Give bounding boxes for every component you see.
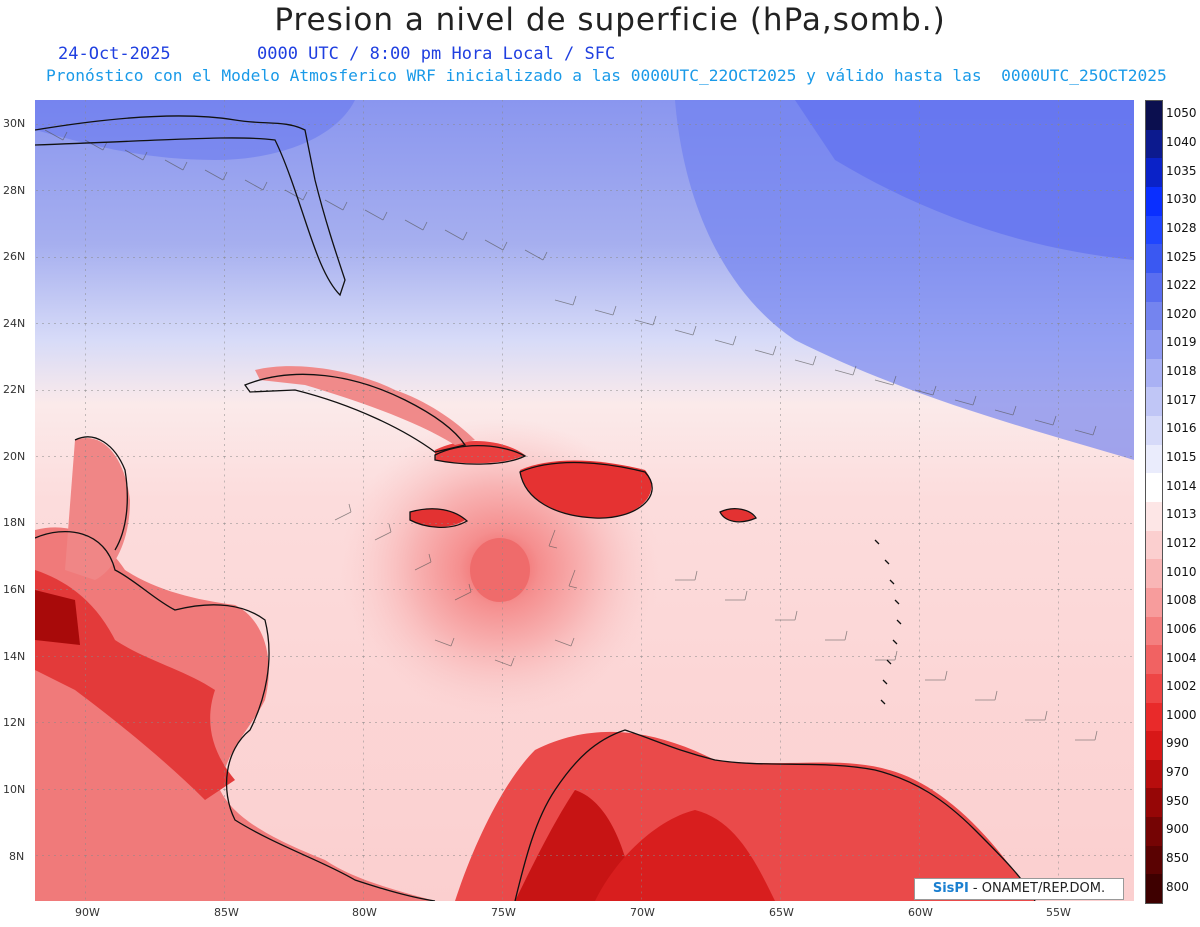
lon-label-55w: 55W — [1046, 906, 1071, 919]
lon-label-75w: 75W — [491, 906, 516, 919]
colorbar-swatch — [1146, 473, 1162, 503]
lat-label-20n: 20N — [3, 450, 26, 463]
lat-label-28n: 28N — [3, 184, 26, 197]
lon-label-60w: 60W — [908, 906, 933, 919]
colorbar-label: 1004 — [1166, 650, 1197, 665]
colorbar-label: 1010 — [1166, 564, 1197, 579]
colorbar-label: 1012 — [1166, 535, 1197, 550]
colorbar-label: 1013 — [1166, 507, 1197, 522]
colorbar-swatch — [1146, 272, 1162, 302]
forecast-time: 0000 UTC / 8:00 pm Hora Local / SFC — [257, 44, 616, 64]
colorbar-swatch — [1146, 244, 1162, 274]
lon-label-90w: 90W — [75, 906, 100, 919]
colorbar-label: 1025 — [1166, 249, 1197, 264]
forecast-date: 24-Oct-2025 — [58, 44, 171, 64]
credit-box: SisPI - ONAMET/REP.DOM. — [914, 878, 1124, 900]
colorbar-swatch — [1146, 358, 1162, 388]
colorbar-label: 1015 — [1166, 450, 1197, 465]
colorbar-swatch — [1146, 530, 1162, 560]
pressure-map — [35, 100, 1134, 901]
lat-label-24n: 24N — [3, 317, 26, 330]
colorbar-label: 1014 — [1166, 478, 1197, 493]
colorbar-label: 800 — [1166, 879, 1189, 894]
colorbar-swatch — [1146, 874, 1162, 904]
colorbar-swatch — [1146, 559, 1162, 589]
colorbar-label: 1002 — [1166, 679, 1197, 694]
lat-label-22n: 22N — [3, 383, 26, 396]
colorbar-label: 1050 — [1166, 106, 1197, 121]
colorbar-label: 1018 — [1166, 364, 1197, 379]
colorbar-swatch — [1146, 101, 1162, 131]
lat-label-16n: 16N — [3, 583, 26, 596]
lon-label-85w: 85W — [214, 906, 239, 919]
colorbar-swatch — [1146, 186, 1162, 217]
colorbar-label: 970 — [1166, 765, 1189, 780]
colorbar-swatch — [1146, 645, 1162, 675]
lon-label-80w: 80W — [352, 906, 377, 919]
sispi-logo: SisPI — [932, 881, 969, 896]
colorbar-swatch — [1146, 759, 1162, 789]
colorbar-swatch — [1146, 301, 1162, 331]
colorbar-label: 1028 — [1166, 220, 1197, 235]
lon-label-65w: 65W — [769, 906, 794, 919]
colorbar-label: 900 — [1166, 822, 1189, 837]
pressure-field-svg — [35, 100, 1134, 901]
colorbar-label: 990 — [1166, 736, 1189, 751]
colorbar-swatch — [1146, 444, 1162, 474]
colorbar-swatch — [1146, 616, 1162, 646]
colorbar-label: 1022 — [1166, 278, 1197, 293]
lat-label-14n: 14N — [3, 650, 26, 663]
colorbar-swatch — [1146, 502, 1162, 532]
colorbar-swatch — [1146, 702, 1162, 732]
colorbar-swatch — [1146, 387, 1162, 417]
colorbar-label: 850 — [1166, 851, 1189, 866]
colorbar-label: 1019 — [1166, 335, 1197, 350]
colorbar-label: 1016 — [1166, 421, 1197, 436]
lat-label-8n: 8N — [9, 850, 25, 863]
colorbar-label: 1000 — [1166, 707, 1197, 722]
lat-label-10n: 10N — [3, 783, 26, 796]
colorbar-label: 950 — [1166, 793, 1189, 808]
credit-text: - ONAMET/REP.DOM. — [972, 881, 1106, 896]
colorbar-swatch — [1146, 158, 1162, 188]
lat-label-12n: 12N — [3, 716, 26, 729]
colorbar-label: 1006 — [1166, 621, 1197, 636]
colorbar-label: 1008 — [1166, 593, 1197, 608]
colorbar-swatch — [1146, 731, 1162, 761]
lon-label-70w: 70W — [630, 906, 655, 919]
forecast-description: Pronóstico con el Modelo Atmosferico WRF… — [46, 66, 1167, 85]
colorbar-swatch — [1146, 845, 1162, 875]
colorbar-swatch — [1146, 129, 1162, 159]
colorbar-label: 1040 — [1166, 134, 1197, 149]
lat-label-26n: 26N — [3, 250, 26, 263]
colorbar-swatch — [1146, 215, 1162, 245]
pressure-colorbar — [1145, 100, 1163, 904]
lat-label-30n: 30N — [3, 117, 26, 130]
colorbar-swatch — [1146, 416, 1162, 446]
colorbar-swatch — [1146, 587, 1162, 618]
colorbar-swatch — [1146, 673, 1162, 703]
colorbar-swatch — [1146, 330, 1162, 360]
colorbar-label: 1017 — [1166, 392, 1197, 407]
colorbar-swatch — [1146, 788, 1162, 818]
colorbar-label: 1020 — [1166, 306, 1197, 321]
colorbar-swatch — [1146, 817, 1162, 847]
colorbar-label: 1030 — [1166, 192, 1197, 207]
lat-label-18n: 18N — [3, 516, 26, 529]
map-title: Presion a nivel de superficie (hPa,somb.… — [274, 2, 946, 38]
colorbar-label: 1035 — [1166, 163, 1197, 178]
